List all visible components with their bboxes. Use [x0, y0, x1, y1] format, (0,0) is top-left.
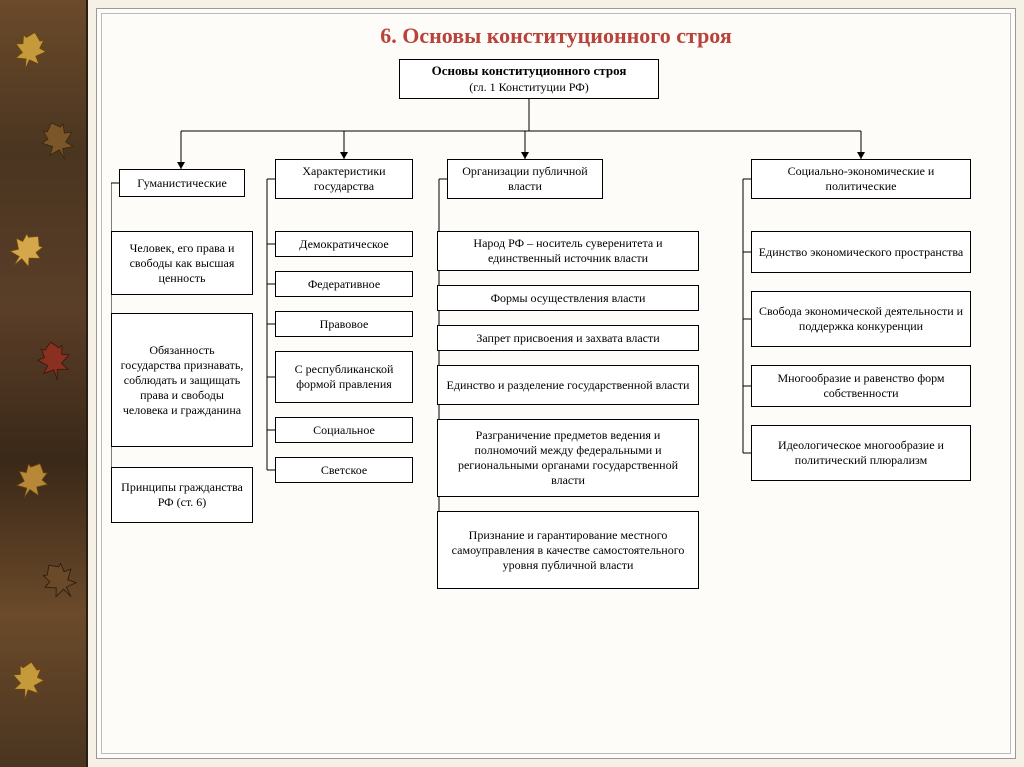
node-0-2: Принципы гражданства РФ (ст. 6) — [111, 467, 253, 523]
node-1-1: Федеративное — [275, 271, 413, 297]
node-3-0: Единство экономического пространства — [751, 231, 971, 273]
branch-header-2: Организации публичной власти — [447, 159, 603, 199]
leaf-icon — [33, 553, 87, 608]
branch-header-3: Социально-экономические и политические — [751, 159, 971, 199]
root-node: Основы конституционного строя(гл. 1 Конс… — [399, 59, 659, 99]
slide-wrapper: 6. Основы конституционного строя Основы … — [88, 0, 1024, 767]
node-2-1: Формы осуществления власти — [437, 285, 699, 311]
node-3-1: Свобода экономической деятельности и под… — [751, 291, 971, 347]
node-3-2: Многообразие и равенство форм собственно… — [751, 365, 971, 407]
node-1-2: Правовое — [275, 311, 413, 337]
leaf-icon — [7, 657, 50, 705]
node-2-0: Народ РФ – носитель суверенитета и единс… — [437, 231, 699, 271]
node-1-3: С республи­канской формой правления — [275, 351, 413, 403]
decorative-sidebar — [0, 0, 88, 767]
node-2-5: Признание и гарантирование местного само… — [437, 511, 699, 589]
leaf-icon — [34, 115, 82, 167]
node-1-5: Светское — [275, 457, 413, 483]
node-2-2: Запрет присвоения и захвата власти — [437, 325, 699, 351]
node-2-3: Единство и разделение государственной вл… — [437, 365, 699, 405]
slide: 6. Основы конституционного строя Основы … — [96, 8, 1016, 759]
branch-header-1: Характеристики государства — [275, 159, 413, 199]
node-1-4: Социальное — [275, 417, 413, 443]
node-2-4: Разграничение предметов ведения и полном… — [437, 419, 699, 497]
node-3-3: Идеологическое много­образие и политичес… — [751, 425, 971, 481]
leaf-icon — [33, 337, 76, 385]
branch-header-0: Гуманистические — [119, 169, 245, 197]
leaf-icon — [0, 223, 53, 278]
node-0-1: Обязанность государства признавать, собл… — [111, 313, 253, 447]
node-1-0: Демократическое — [275, 231, 413, 257]
slide-title: 6. Основы конституционного строя — [111, 23, 1001, 49]
org-chart-diagram: Основы конституционного строя(гл. 1 Конс… — [111, 59, 1001, 709]
leaf-icon — [7, 454, 57, 507]
node-0-0: Человек, его права и свободы как высшая … — [111, 231, 253, 295]
leaf-icon — [7, 26, 53, 76]
